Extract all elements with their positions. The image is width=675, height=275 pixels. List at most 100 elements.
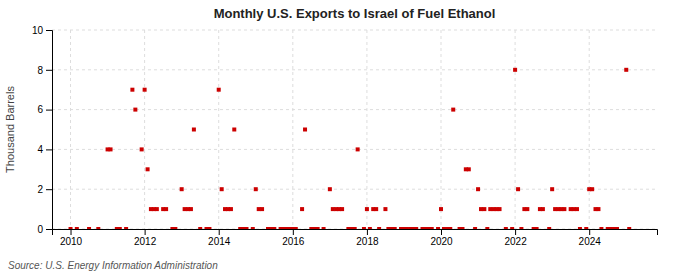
y-axis-tick-mark — [46, 70, 52, 71]
x-axis-tick-label: 2018 — [356, 236, 379, 247]
x-axis-tick-label: 2014 — [208, 236, 231, 247]
point — [260, 207, 264, 211]
x-axis-tick-mark — [589, 229, 590, 235]
y-axis-tick: 4 — [37, 144, 52, 155]
point — [578, 227, 582, 229]
y-axis-tick: 6 — [37, 104, 52, 115]
point — [510, 227, 514, 229]
y-axis-tick: 10 — [32, 25, 52, 36]
point — [627, 227, 631, 229]
point — [251, 227, 255, 229]
point — [356, 147, 360, 151]
title: Monthly U.S. Exports to Israel of Fuel E… — [214, 6, 496, 21]
x-axis-tick-label: 2020 — [430, 236, 453, 247]
x-axis-tick-label: 2012 — [134, 236, 157, 247]
y-axis-tick: 2 — [37, 184, 52, 195]
y-axis-tick-label: 4 — [37, 144, 43, 155]
x-axis-tick-mark — [219, 229, 220, 235]
y-axis-tick-mark — [46, 189, 52, 190]
point — [498, 207, 502, 211]
point — [599, 227, 603, 229]
point — [624, 68, 628, 72]
grid-line-y — [52, 189, 657, 190]
point — [294, 227, 298, 229]
grid — [52, 30, 657, 229]
point — [143, 88, 147, 92]
source-note: Source: U.S. Energy Information Administ… — [8, 260, 218, 271]
point — [130, 88, 134, 92]
x-axis-tick-label: 2024 — [579, 236, 602, 247]
point — [414, 227, 418, 229]
y-axis-tick-label: 8 — [37, 65, 43, 76]
x-axis-tick: 2016 — [282, 229, 305, 247]
x-axis-tick: 2012 — [134, 229, 157, 247]
point — [146, 167, 150, 171]
point — [140, 147, 144, 151]
point — [519, 227, 523, 229]
point — [189, 207, 193, 211]
y-axis-tick-label: 0 — [37, 224, 43, 235]
grid-line-x — [515, 30, 516, 229]
point — [383, 207, 387, 211]
point — [467, 167, 471, 171]
point — [541, 207, 545, 211]
y-axis-title: Thousand Barrels — [4, 86, 16, 173]
point — [365, 207, 369, 211]
point — [476, 187, 480, 191]
x-axis-tick-label: 2016 — [282, 236, 305, 247]
point — [393, 227, 397, 229]
x-axis-tick-label: 2010 — [60, 236, 83, 247]
point — [377, 227, 381, 229]
point — [220, 187, 224, 191]
y-axis-tick-label: 10 — [32, 25, 44, 36]
grid-line-y — [52, 30, 657, 31]
point — [547, 227, 551, 229]
x-axis-line — [53, 230, 658, 236]
point — [118, 227, 122, 229]
point — [192, 128, 196, 132]
point — [353, 227, 357, 229]
plot: 2010 2012 2014 2016 2018 2020 2022 2024 0 2 4 6 8 10 — [32, 25, 658, 247]
point — [525, 207, 529, 211]
grid-line-x — [366, 30, 367, 229]
point — [535, 227, 539, 229]
point — [368, 227, 372, 229]
y-axis-tick-label: 2 — [37, 184, 43, 195]
grid-line-x — [70, 30, 71, 229]
point — [328, 187, 332, 191]
points — [69, 68, 632, 229]
x-axis-tick-mark — [71, 229, 72, 235]
point — [451, 108, 455, 112]
point — [300, 207, 304, 211]
point — [75, 227, 79, 229]
point — [303, 128, 307, 132]
point — [460, 227, 464, 229]
point — [180, 187, 184, 191]
y-axis-tick-mark — [46, 229, 52, 230]
grid-line-x — [144, 30, 145, 229]
x-axis-tick-mark — [515, 229, 516, 235]
point — [124, 227, 128, 229]
x-axis-tick-mark — [293, 229, 294, 235]
point — [340, 207, 344, 211]
point — [316, 227, 320, 229]
grid-line-x — [441, 30, 442, 229]
grid-line-x — [589, 30, 590, 229]
point — [272, 227, 276, 229]
y-axis-tick-label: 6 — [37, 104, 43, 115]
point — [87, 227, 91, 229]
x-axis-tick-label: 2022 — [504, 236, 527, 247]
x-axis-tick: 2010 — [60, 229, 83, 247]
point — [109, 147, 113, 151]
x-axis-tick: 2014 — [208, 229, 231, 247]
point — [615, 227, 619, 229]
point — [198, 227, 202, 229]
point — [513, 68, 517, 72]
grid-line-y — [52, 69, 657, 70]
point — [516, 187, 520, 191]
grid-line-y — [52, 109, 657, 110]
point — [504, 227, 508, 229]
point — [173, 227, 177, 229]
y-axis-tick-mark — [46, 110, 52, 111]
y-axis-line — [46, 31, 53, 230]
